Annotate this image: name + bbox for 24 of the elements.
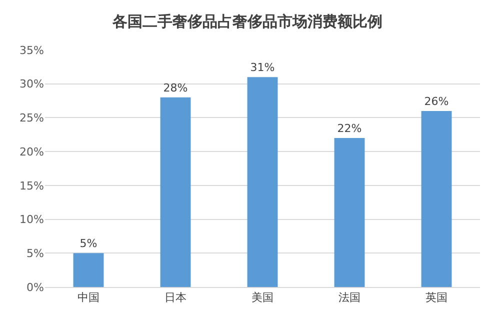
bar [160, 97, 191, 287]
x-tick-label: 中国 [78, 291, 100, 304]
bar [334, 138, 365, 287]
x-tick-label: 美国 [252, 291, 274, 304]
y-tick-label: 30% [20, 78, 44, 91]
y-tick-label: 25% [20, 112, 44, 125]
data-label: 31% [250, 61, 275, 74]
x-tick-label: 英国 [426, 291, 448, 304]
bar [73, 253, 104, 287]
data-label: 26% [424, 94, 449, 108]
y-tick-label: 5% [26, 246, 44, 260]
y-tick-label: 0% [26, 280, 44, 294]
y-tick-label: 15% [20, 179, 44, 192]
x-tick-label: 日本 [164, 291, 186, 304]
data-label: 5% [80, 237, 98, 250]
bar [421, 110, 452, 287]
data-label: 22% [337, 122, 362, 136]
bar [247, 77, 278, 287]
y-tick-label: 20% [20, 145, 44, 158]
data-label: 28% [163, 81, 188, 94]
y-tick-label: 10% [20, 213, 44, 226]
chart-title: 各国二手奢侈品占奢侈品市场消费额比例 [112, 12, 382, 30]
x-tick-label: 法国 [338, 291, 360, 304]
y-tick-label: 35% [20, 44, 44, 57]
